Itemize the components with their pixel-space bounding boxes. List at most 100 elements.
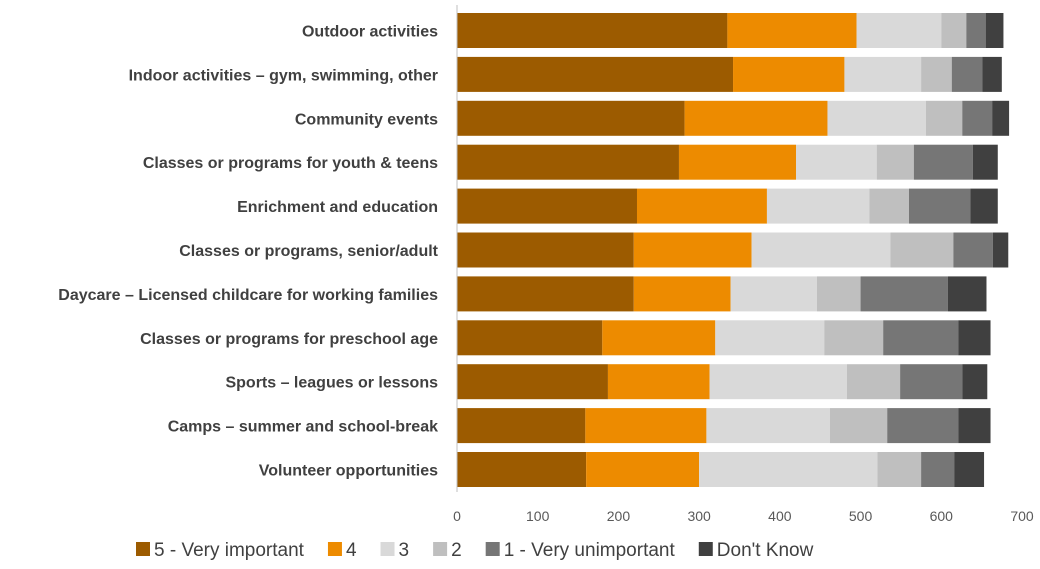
- category-label: Daycare – Licensed childcare for working…: [58, 287, 438, 304]
- bar-segment: [699, 452, 878, 487]
- bar-segment: [684, 100, 828, 136]
- category-label: Classes or programs, senior/adult: [179, 243, 438, 260]
- bar-segment: [921, 452, 955, 487]
- bar-segment: [954, 452, 985, 487]
- bar-segment: [877, 452, 922, 487]
- bar-segment: [992, 232, 1009, 268]
- bar-segment: [586, 452, 700, 487]
- bar-segment: [925, 100, 963, 136]
- bar-segment: [921, 56, 952, 92]
- bar-segment: [730, 276, 817, 312]
- category-label: Outdoor activities: [302, 24, 438, 41]
- x-tick-label: 600: [930, 508, 954, 524]
- bar-segment: [887, 408, 959, 444]
- bar-segment: [457, 188, 637, 224]
- bar-segment: [607, 364, 710, 400]
- legend-label: 3: [399, 540, 410, 561]
- bar-segment: [457, 276, 634, 312]
- bar-segment: [766, 188, 870, 224]
- legend-label: 5 - Very important: [154, 540, 305, 561]
- legend: 5 - Very important 4 3 2 1 - Very unimportan…: [136, 540, 814, 561]
- bar-segment: [951, 56, 983, 92]
- bar-segment: [709, 364, 847, 400]
- category-label: Volunteer opportunities: [259, 463, 438, 480]
- bar-segment: [457, 408, 586, 444]
- bar-segment: [457, 452, 587, 487]
- bar-segment: [636, 188, 767, 224]
- bar-segment: [727, 13, 857, 48]
- legend-swatch: [327, 542, 342, 556]
- x-axis-ticks: 0 100 200 300 400 500 600 700: [453, 508, 1034, 524]
- x-tick-label: 400: [768, 508, 792, 524]
- bar-segments: [457, 13, 1010, 487]
- legend-swatch: [136, 542, 150, 556]
- category-label: Classes or programs for youth & teens: [143, 155, 438, 172]
- bar-segment: [457, 144, 679, 180]
- bar-segment: [829, 408, 888, 444]
- bar-segment: [953, 232, 993, 268]
- bar-segment: [913, 144, 973, 180]
- legend-label: Don't Know: [717, 540, 814, 561]
- bar-segment: [856, 13, 942, 48]
- x-tick-label: 500: [849, 508, 873, 524]
- legend-swatch: [433, 542, 448, 556]
- x-tick-label: 300: [687, 508, 711, 524]
- bar-segment: [457, 100, 685, 136]
- bar-segment: [985, 13, 1004, 48]
- legend-swatch: [485, 542, 500, 556]
- bar-segment: [958, 320, 991, 356]
- bar-segment: [972, 144, 998, 180]
- bar-segment: [962, 100, 993, 136]
- category-label: Sports – leagues or lessons: [225, 375, 438, 392]
- bar-segment: [706, 408, 830, 444]
- bar-segment: [457, 232, 634, 268]
- bar-segment: [678, 144, 796, 180]
- category-label: Classes or programs for preschool age: [140, 331, 438, 348]
- bar-segment: [941, 13, 967, 48]
- bar-segment: [751, 232, 891, 268]
- bar-segment: [633, 232, 752, 268]
- bar-segment: [900, 364, 963, 400]
- bar-segment: [962, 364, 988, 400]
- x-tick-label: 100: [526, 508, 550, 524]
- x-tick-label: 700: [1010, 508, 1034, 524]
- bar-segment: [824, 320, 884, 356]
- bar-segment: [860, 276, 948, 312]
- legend-label: 4: [346, 540, 357, 561]
- bar-segment: [966, 13, 986, 48]
- x-tick-label: 200: [607, 508, 631, 524]
- bar-segment: [958, 408, 991, 444]
- bar-segment: [947, 276, 987, 312]
- bar-segment: [457, 56, 734, 92]
- category-label: Camps – summer and school-break: [168, 419, 438, 436]
- bar-segment: [633, 276, 731, 312]
- bar-segment: [457, 364, 608, 400]
- bar-segment: [909, 188, 971, 224]
- bar-segment: [602, 320, 716, 356]
- bar-segment: [844, 56, 922, 92]
- bar-segment: [890, 232, 954, 268]
- category-labels: Outdoor activities Indoor activities – gy…: [58, 24, 438, 480]
- bar-segment: [796, 144, 877, 180]
- bar-segment: [733, 56, 845, 92]
- category-label: Community events: [295, 111, 438, 128]
- bar-segment: [846, 364, 901, 400]
- legend-swatch: [380, 542, 395, 556]
- bar-segment: [816, 276, 861, 312]
- bar-segment: [869, 188, 909, 224]
- legend-label: 2: [451, 540, 462, 561]
- bar-segment: [883, 320, 959, 356]
- x-tick-label: 0: [453, 508, 461, 524]
- category-label: Indoor activities – gym, swimming, other: [129, 67, 438, 84]
- bar-segment: [585, 408, 707, 444]
- bar-segment: [715, 320, 825, 356]
- bar-segment: [457, 320, 603, 356]
- bar-segment: [876, 144, 914, 180]
- legend-swatch: [698, 542, 713, 556]
- bar-segment: [457, 13, 728, 48]
- bar-segment: [992, 100, 1010, 136]
- bar-segment: [982, 56, 1002, 92]
- bar-segment: [827, 100, 926, 136]
- bar-segment: [970, 188, 998, 224]
